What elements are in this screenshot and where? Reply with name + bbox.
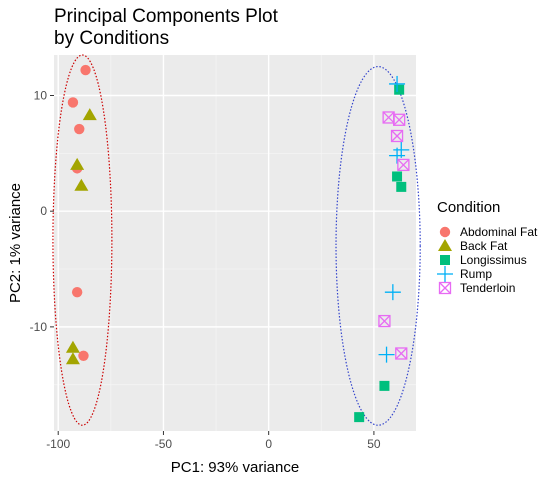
marker-square bbox=[440, 255, 450, 265]
legend-label: Longissimus bbox=[460, 253, 527, 267]
marker-square bbox=[394, 84, 405, 95]
marker-circle bbox=[439, 226, 451, 238]
marker-box bbox=[393, 113, 406, 126]
data-point-triangle bbox=[65, 340, 80, 353]
x-tick-label: 50 bbox=[367, 437, 381, 451]
data-point-triangle bbox=[74, 178, 89, 191]
data-point-plus bbox=[378, 346, 395, 363]
marker-circle bbox=[67, 97, 79, 108]
marker-box bbox=[395, 347, 408, 360]
data-point-circle bbox=[74, 123, 85, 135]
data-point-square bbox=[392, 171, 403, 182]
x-tick-label: -100 bbox=[46, 437, 70, 451]
data-point-boxx bbox=[393, 113, 406, 126]
marker-circle bbox=[74, 123, 85, 135]
ellipse-outline bbox=[335, 65, 421, 426]
marker-box-diag-2 bbox=[378, 315, 391, 328]
data-point-triangle bbox=[65, 352, 80, 365]
data-point-boxx bbox=[397, 158, 410, 172]
legend-key bbox=[438, 239, 452, 251]
marker-square bbox=[354, 412, 365, 423]
legend-label: Tenderloin bbox=[460, 281, 515, 295]
data-point-square bbox=[396, 181, 407, 192]
marker-box-diag-2 bbox=[382, 111, 395, 124]
chart-title-line-2: by Conditions bbox=[54, 28, 169, 49]
legend-item: Longissimus bbox=[440, 253, 527, 267]
plot-panel bbox=[54, 55, 416, 431]
marker-circle bbox=[71, 286, 83, 298]
data-point-plus bbox=[384, 284, 401, 301]
data-point-triangle bbox=[70, 157, 85, 170]
legend-key bbox=[438, 281, 452, 295]
y-tick-label: 10 bbox=[34, 88, 48, 102]
data-point-square bbox=[379, 380, 390, 391]
marker-triangle bbox=[65, 340, 80, 353]
legend-key bbox=[437, 266, 453, 282]
legend-item: Back Fat bbox=[438, 239, 508, 253]
confidence-ellipses bbox=[52, 54, 421, 426]
data-point-triangle bbox=[82, 108, 97, 121]
marker-square bbox=[396, 181, 407, 192]
y-axis-title: PC2: 1% variance bbox=[7, 183, 24, 303]
marker-triangle bbox=[82, 108, 97, 121]
legend-label: Abdominal Fat bbox=[460, 225, 538, 239]
data-point-plus bbox=[389, 75, 406, 92]
marker-triangle bbox=[438, 239, 452, 251]
marker-triangle bbox=[65, 352, 80, 365]
data-point-plus bbox=[393, 141, 410, 158]
data-point-circle bbox=[71, 286, 83, 298]
marker-box-diag-2 bbox=[391, 130, 404, 142]
marker-square bbox=[392, 171, 403, 182]
marker-box-diag-2 bbox=[393, 113, 406, 126]
legend-item: Rump bbox=[437, 266, 492, 282]
marker-triangle bbox=[74, 178, 89, 191]
x-tick-label: 0 bbox=[265, 437, 272, 451]
marker-box bbox=[397, 158, 410, 172]
marker-box-diag-2 bbox=[395, 347, 408, 360]
data-point-boxx bbox=[395, 347, 408, 360]
legend-title: Condition bbox=[437, 199, 500, 216]
ellipse-outline bbox=[52, 54, 113, 426]
grid-lines bbox=[54, 55, 416, 431]
marker-box bbox=[390, 129, 404, 143]
chart-title-line-1: Principal Components Plot bbox=[54, 6, 279, 27]
legend-label: Rump bbox=[460, 267, 492, 281]
y-tick-label: 0 bbox=[40, 204, 47, 218]
legend-key bbox=[439, 226, 451, 238]
data-point-circle bbox=[67, 97, 79, 108]
legend-key bbox=[440, 255, 450, 265]
legend-label: Back Fat bbox=[460, 239, 508, 253]
marker-box-diag-2 bbox=[439, 282, 451, 294]
data-point-boxx bbox=[390, 129, 404, 143]
data-points bbox=[65, 64, 410, 423]
marker-circle bbox=[78, 350, 89, 361]
marker-square bbox=[379, 380, 390, 391]
legend-item: Abdominal Fat bbox=[439, 225, 538, 239]
marker-triangle bbox=[70, 157, 85, 170]
legend-item: Tenderloin bbox=[438, 281, 515, 295]
data-point-square bbox=[394, 84, 405, 95]
x-axis-title: PC1: 93% variance bbox=[171, 459, 299, 476]
marker-box-diag-2 bbox=[397, 158, 410, 171]
x-tick-label: -50 bbox=[155, 437, 173, 451]
data-point-boxx bbox=[378, 314, 391, 328]
marker-box bbox=[438, 281, 452, 295]
data-point-square bbox=[354, 412, 365, 423]
y-tick-label: -10 bbox=[30, 320, 48, 334]
marker-circle bbox=[80, 64, 91, 76]
data-point-circle bbox=[78, 350, 89, 361]
data-point-circle bbox=[80, 64, 91, 76]
marker-box bbox=[378, 314, 391, 328]
